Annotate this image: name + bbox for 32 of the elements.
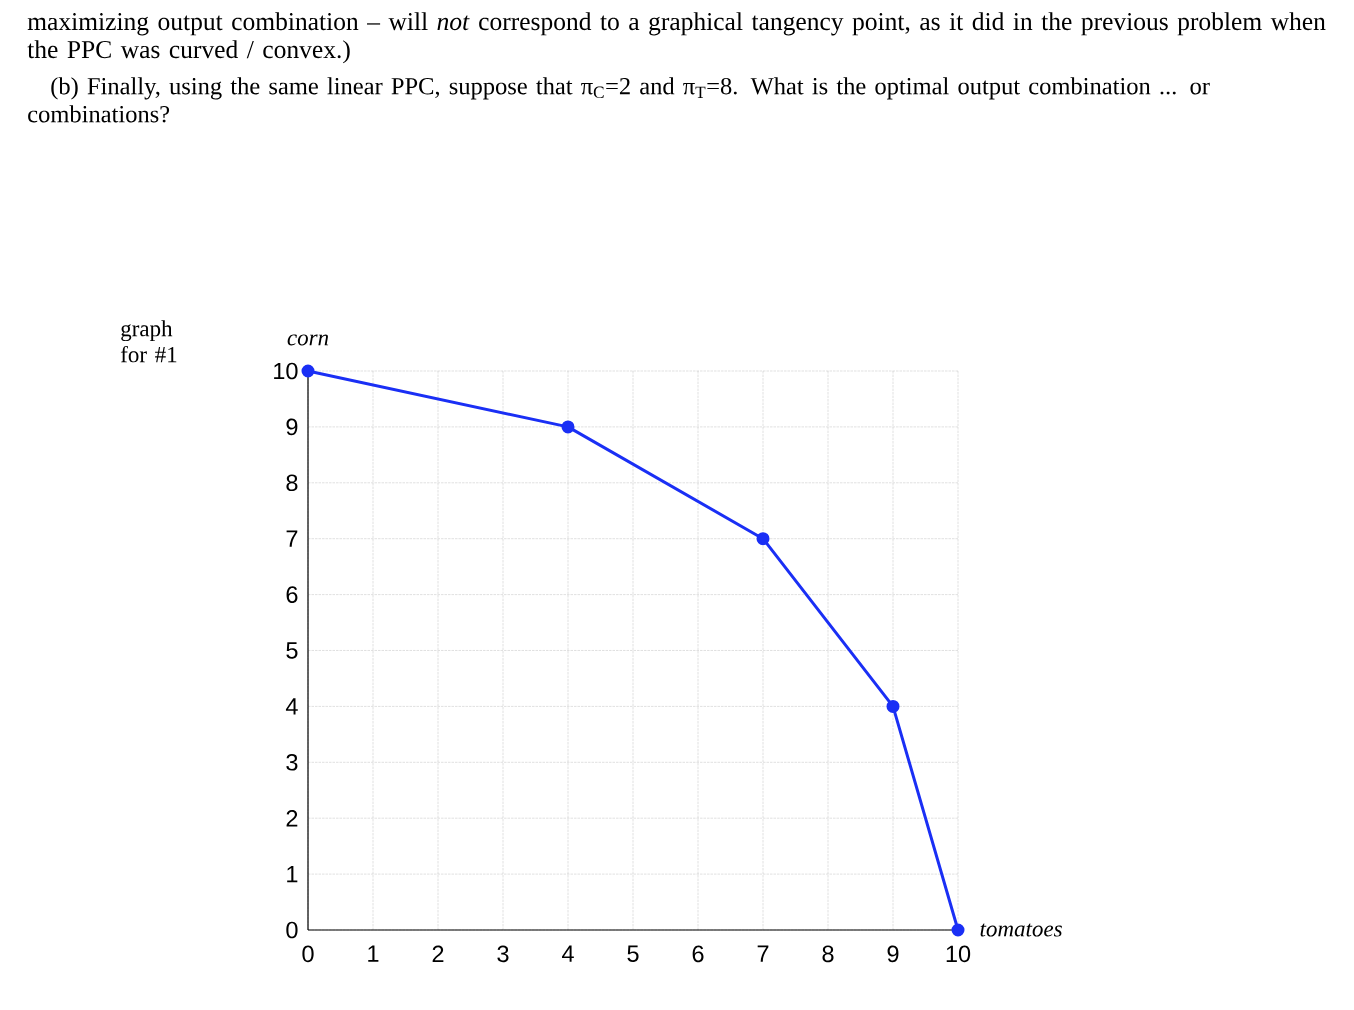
point	[886, 699, 900, 713]
y-tick-label: 4	[285, 698, 298, 715]
x-axis-title: tomatoes	[980, 923, 1062, 937]
y-tick-label: 7	[286, 530, 298, 547]
x-tick-label: 4	[562, 945, 574, 962]
y-tick-label: 5	[286, 642, 298, 659]
x-tick-label: 9	[887, 945, 899, 963]
x-tick-label: 8	[822, 945, 834, 963]
y-tick-label: 3	[286, 753, 298, 771]
y-tick-label: 10	[274, 362, 298, 380]
y-tick-label: 9	[286, 418, 298, 436]
y-tick-label: 6	[286, 586, 298, 603]
point	[951, 923, 965, 937]
x-tick-label: 7	[757, 945, 769, 962]
x-tick-label: 5	[627, 945, 639, 962]
y-axis-title: corn	[287, 334, 329, 346]
x-tick-label: 0	[302, 945, 314, 963]
y-tick-label: 0	[286, 921, 298, 939]
point	[301, 364, 315, 378]
chart-title: maximizing output combination – will not correspond to a graphical tangency point, as it did in the previous problem when the PPC was curved / convex.)	[27, 12, 1326, 64]
point	[756, 532, 770, 546]
x-tick-label: 1	[368, 945, 379, 962]
text: (b) Finally, using the same linear PPC, suppose that π$_{C}$=2 and π$_{T}$=8. What is the optimal output combination ... or combinations?	[28, 77, 1210, 123]
text: graph for #1	[120, 320, 177, 363]
point	[561, 420, 575, 434]
y-tick-label: 8	[286, 474, 298, 492]
x-tick-label: 6	[692, 945, 704, 963]
y-tick-label: 2	[286, 810, 298, 827]
x-tick-label: 3	[497, 945, 509, 963]
y-tick-label: 1	[287, 866, 298, 883]
x-tick-label: 10	[946, 945, 971, 963]
x-tick-label: 2	[432, 945, 444, 962]
